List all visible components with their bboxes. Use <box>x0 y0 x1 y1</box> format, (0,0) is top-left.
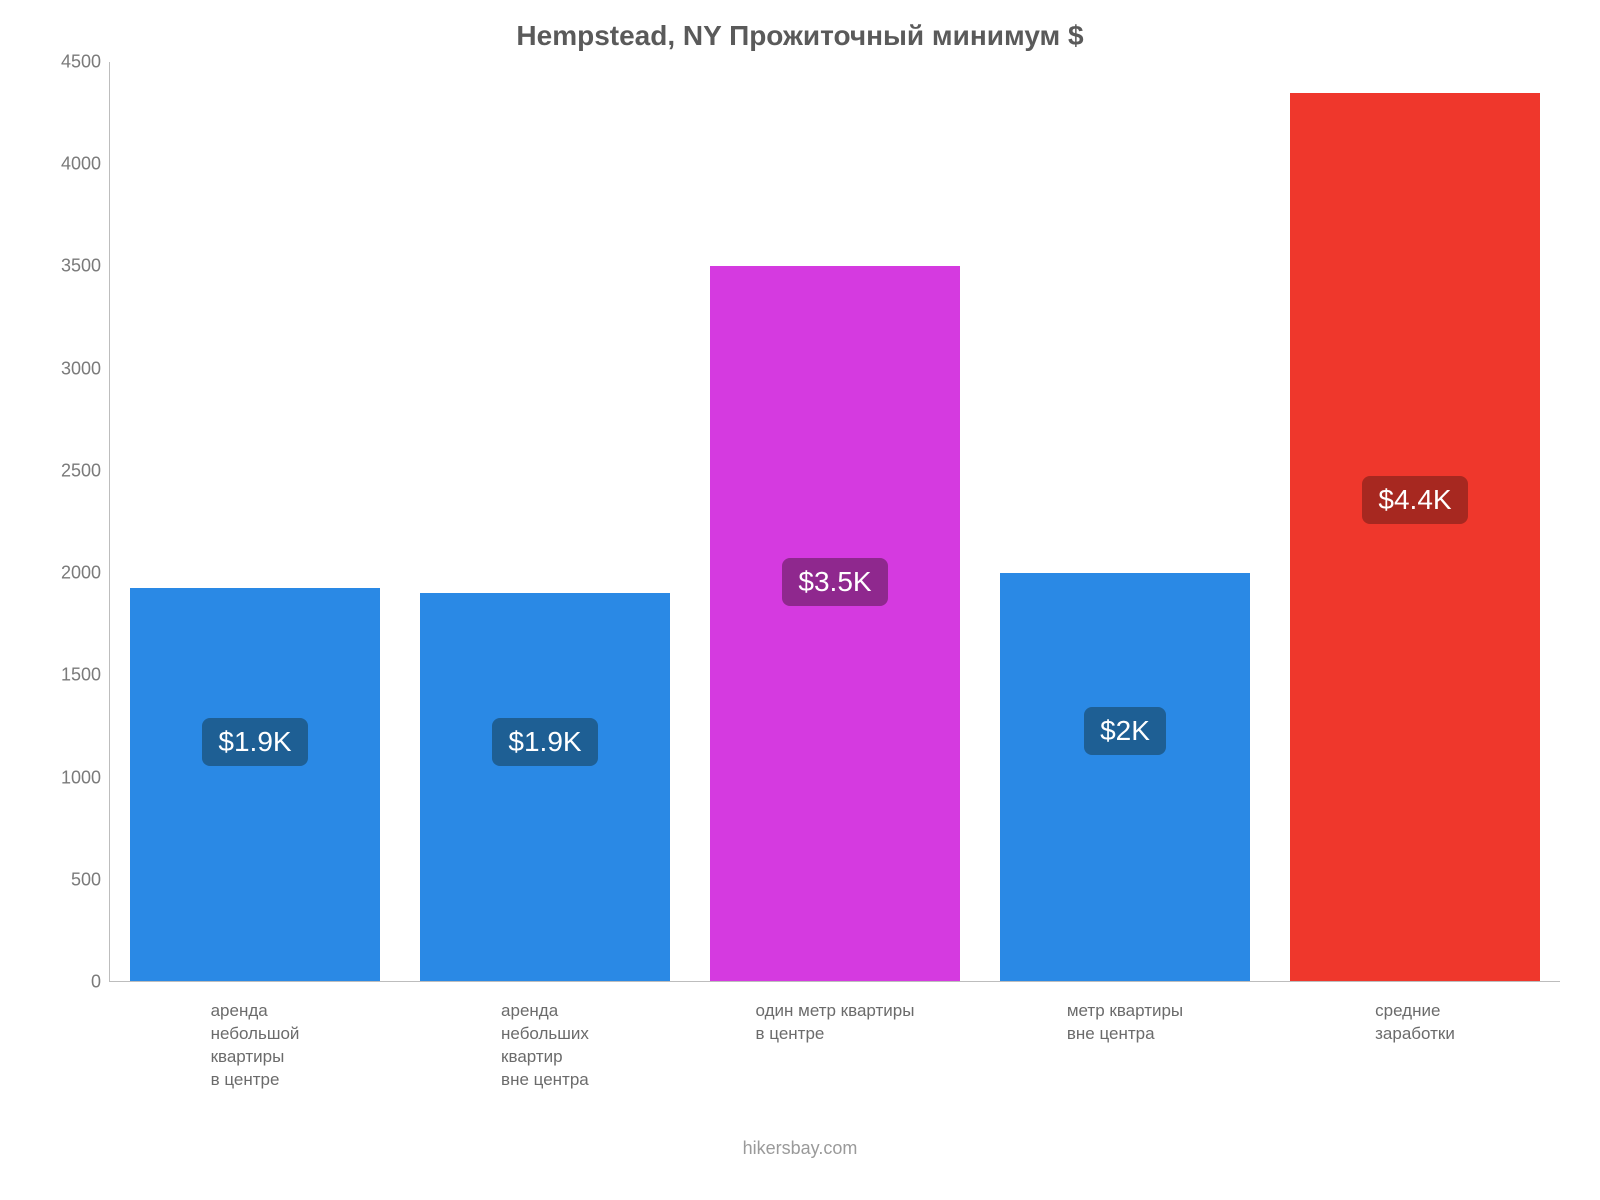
y-tick: 3000 <box>61 358 101 379</box>
bar-value-label: $1.9K <box>492 718 597 766</box>
y-tick: 4000 <box>61 154 101 175</box>
y-tick: 0 <box>91 972 101 993</box>
y-tick: 500 <box>71 869 101 890</box>
bar-slot: $1.9K <box>110 62 400 981</box>
plot-row: 050010001500200025003000350040004500 $1.… <box>40 62 1560 982</box>
x-label-slot: аренданебольшойквартирыв центре <box>110 1000 400 1092</box>
bar-slot: $2K <box>980 62 1270 981</box>
bar-value-label: $1.9K <box>202 718 307 766</box>
x-label-slot: метр квартирывне центра <box>980 1000 1270 1092</box>
chart-container: Hempstead, NY Прожиточный минимум $ 0 500… <box>0 0 1600 1200</box>
y-tick: 1500 <box>61 665 101 686</box>
bar: $1.9K <box>420 593 669 981</box>
y-tick: 4500 <box>61 52 101 73</box>
x-axis: аренданебольшойквартирыв центре аренданеб… <box>110 982 1560 1092</box>
y-axis: 050010001500200025003000350040004500 <box>40 62 110 982</box>
x-label: аренданебольшихквартирвне центра <box>501 1000 589 1092</box>
chart-title: Hempstead, NY Прожиточный минимум $ <box>40 20 1560 52</box>
chart-footer: hikersbay.com <box>40 1138 1560 1159</box>
bars-group: $1.9K $1.9K $3.5K $2K $4.4K <box>110 62 1560 981</box>
bar: $1.9K <box>130 588 379 981</box>
bar-value-label: $4.4K <box>1362 476 1467 524</box>
plot-area: $1.9K $1.9K $3.5K $2K $4.4K <box>110 62 1560 982</box>
x-label-slot: аренданебольшихквартирвне центра <box>400 1000 690 1092</box>
x-label: один метр квартирыв центре <box>756 1000 915 1092</box>
bar-value-label: $3.5K <box>782 558 887 606</box>
bar-value-label: $2K <box>1084 707 1166 755</box>
x-label-slot: один метр квартирыв центре <box>690 1000 980 1092</box>
x-label: метр квартирывне центра <box>1067 1000 1183 1092</box>
x-label: аренданебольшойквартирыв центре <box>211 1000 300 1092</box>
y-tick: 2000 <box>61 563 101 584</box>
x-label: средниезаработки <box>1375 1000 1455 1092</box>
bar: $2K <box>1000 573 1249 981</box>
x-label-slot: средниезаработки <box>1270 1000 1560 1092</box>
y-tick: 2500 <box>61 460 101 481</box>
bar: $4.4K <box>1290 93 1539 981</box>
y-tick: 3500 <box>61 256 101 277</box>
bar-slot: $1.9K <box>400 62 690 981</box>
bar-slot: $4.4K <box>1270 62 1560 981</box>
bar-slot: $3.5K <box>690 62 980 981</box>
bar: $3.5K <box>710 266 959 981</box>
y-tick: 1000 <box>61 767 101 788</box>
